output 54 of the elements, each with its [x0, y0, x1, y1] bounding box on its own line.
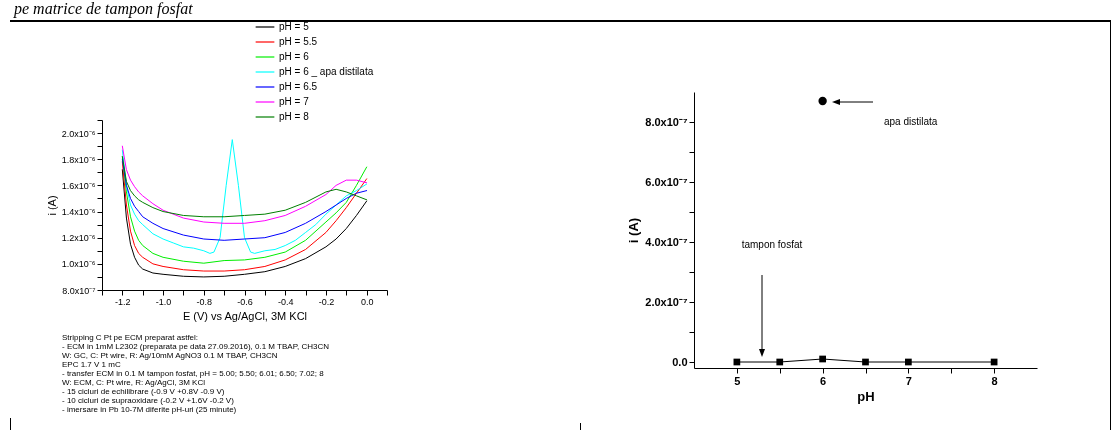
text: W: ECM, C: Pt wire, R: Ag/AgCl, 3M KCl	[62, 378, 206, 387]
x-tick-label: -0.2	[318, 296, 335, 307]
y-tick-label: 8.0x10⁻⁷	[645, 115, 688, 128]
legend-label: pH = 7	[279, 96, 310, 107]
text: EPC 1.7 V 1 mC	[62, 360, 121, 369]
x-tick-label: 7	[905, 374, 912, 387]
y-tick-label: 0.0	[672, 355, 688, 368]
point	[776, 358, 784, 366]
x-tick-label: -0.4	[277, 296, 294, 307]
y-tick-label: 1.4x10⁻⁶	[61, 207, 96, 218]
text: - 10 cicluri de supraoxidare (-0.2 V +1.6V -0.2 V)	[62, 396, 235, 405]
y-tick-label: 4.0x10⁻⁷	[645, 235, 688, 248]
x-tick-label: 5	[734, 374, 741, 387]
y-tick-label: 2.0x10⁻⁶	[61, 128, 96, 139]
text: - imersare in Pb 10-7M diferite pH-uri (25 minute)	[62, 405, 237, 414]
legend-label: pH = 5	[279, 21, 310, 32]
x-tick-label: -0.6	[237, 296, 253, 307]
legend-label: pH = 6.5	[279, 81, 318, 92]
x-tick-label: -0.8	[196, 296, 213, 307]
annotation: apa distilata	[884, 116, 938, 127]
y-axis-title: i (A)	[626, 217, 642, 244]
x-tick-label: -1.2	[115, 296, 131, 307]
y-tick-label: 1.6x10⁻⁶	[61, 180, 96, 191]
x-tick-label: 0.0	[360, 296, 374, 307]
y-tick-label: 2.0x10⁻⁷	[645, 295, 688, 308]
text: Stripping C Pt pe ECM preparat astfel:	[62, 333, 199, 342]
legend-label: pH = 5.5	[279, 36, 318, 47]
line-series	[121, 145, 368, 224]
y-axis-title: i (A)	[45, 195, 58, 216]
x-axis-title: E (V) vs Ag/AgCl, 3M KCl	[182, 309, 308, 322]
y-tick-label: 1.0x10⁻⁶	[61, 259, 96, 270]
y-tick-label: 1.2x10⁻⁶	[61, 233, 96, 244]
text: - ECM in 1mM L2302 (preparata pe data 27.09.2016), 0.1 M TBAP, CH3CN	[62, 342, 330, 351]
point	[905, 358, 912, 366]
text: - 15 cicluri de echilibrare (-0.9 V +0.8V -0.9 V)	[62, 387, 225, 396]
legend-label: pH = 8	[279, 111, 310, 122]
x-tick-label: 8	[991, 374, 998, 387]
point	[818, 96, 827, 106]
legend-label: pH = 6	[279, 51, 310, 62]
annotation: tampon fosfat	[741, 239, 803, 250]
point	[862, 358, 869, 366]
text: W: GC, C: Pt wire, R: Ag/10mM AgNO3 0.1 M TBAP, CH3CN	[62, 351, 278, 360]
y-tick-label: 6.0x10⁻⁷	[645, 175, 688, 188]
chart-title: pe matrice de tampon fosfat	[14, 0, 193, 18]
x-tick-label: -1.0	[155, 296, 172, 307]
y-tick-label: 1.8x10⁻⁶	[61, 154, 96, 165]
line-series	[121, 139, 368, 254]
y-tick-label: 8.0x10⁻⁷	[62, 285, 96, 296]
x-axis-title: pH	[857, 388, 875, 404]
line-series	[121, 156, 368, 218]
point	[819, 355, 826, 363]
text: - transfer ECM in 0.1 M tampon fosfat, pH = 5.00; 5.50; 6.01; 6.50; 7.02; 8	[62, 369, 325, 378]
x-tick-label: 6	[820, 374, 827, 387]
legend-label: pH = 6 _ apa distilata	[279, 66, 374, 77]
